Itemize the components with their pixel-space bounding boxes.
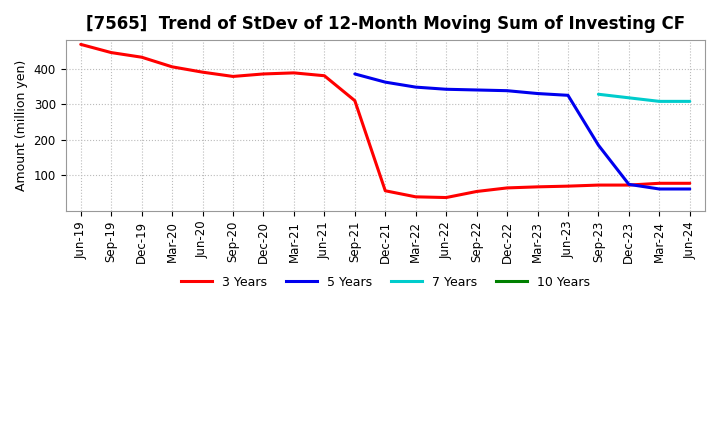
Title: [7565]  Trend of StDev of 12-Month Moving Sum of Investing CF: [7565] Trend of StDev of 12-Month Moving… — [86, 15, 685, 33]
Legend: 3 Years, 5 Years, 7 Years, 10 Years: 3 Years, 5 Years, 7 Years, 10 Years — [176, 271, 595, 294]
Y-axis label: Amount (million yen): Amount (million yen) — [15, 60, 28, 191]
